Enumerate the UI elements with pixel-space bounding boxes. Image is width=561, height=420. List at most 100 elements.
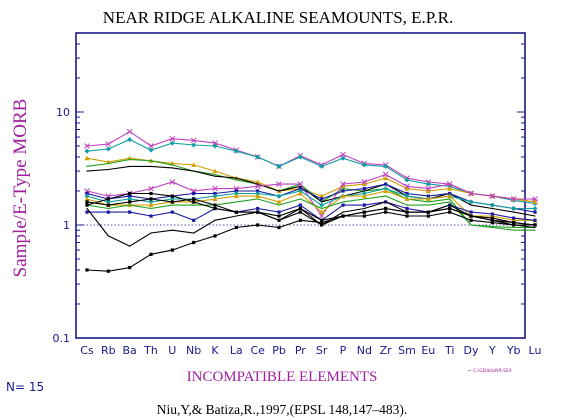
x-tick-label: P <box>340 344 347 357</box>
data-point <box>107 162 109 165</box>
data-point <box>128 194 132 198</box>
data-point <box>193 204 195 206</box>
data-point <box>85 200 89 204</box>
data-point <box>512 223 516 227</box>
data-point <box>405 191 409 196</box>
data-point <box>361 190 367 196</box>
data-point <box>212 140 218 146</box>
data-point <box>512 216 516 220</box>
data-point <box>341 203 345 207</box>
data-point <box>255 154 261 160</box>
data-point <box>319 193 325 199</box>
data-point <box>299 185 301 187</box>
data-point <box>257 198 259 200</box>
data-point <box>169 135 176 142</box>
data-point <box>169 140 175 146</box>
data-point <box>255 179 261 185</box>
y-axis-label: Sample/E-Type MORB <box>10 99 31 278</box>
data-point <box>342 187 344 190</box>
data-point <box>382 171 389 178</box>
data-point <box>534 226 536 229</box>
data-point <box>297 190 303 196</box>
data-point <box>171 164 173 166</box>
data-point <box>468 190 474 197</box>
series-4 <box>86 158 536 231</box>
data-point <box>191 162 197 167</box>
plot-frame <box>75 32 526 339</box>
data-point <box>235 177 237 179</box>
data-point <box>105 146 111 152</box>
series-5 <box>86 165 536 217</box>
data-point <box>321 201 323 203</box>
series-line <box>86 201 536 247</box>
data-point <box>513 226 515 229</box>
data-point <box>85 210 89 214</box>
data-point <box>86 170 88 172</box>
series-line <box>86 173 535 217</box>
data-point <box>127 137 133 143</box>
series-6 <box>84 171 538 219</box>
data-point <box>106 197 110 201</box>
data-point <box>361 162 367 168</box>
data-point <box>190 188 197 194</box>
x-tick-label: Dy <box>464 344 479 357</box>
data-point <box>84 148 90 154</box>
x-tick-label: Nb <box>186 344 201 357</box>
data-point <box>84 143 90 149</box>
data-point <box>150 160 152 162</box>
data-point <box>532 196 538 202</box>
data-point <box>170 210 174 214</box>
data-point <box>534 215 536 217</box>
data-point <box>129 204 131 206</box>
chart-title: NEAR RIDGE ALKALINE SEAMOUNTS, E.P.R. <box>103 8 453 27</box>
data-point <box>491 226 493 229</box>
data-point <box>212 193 218 199</box>
data-point <box>191 142 197 148</box>
data-point <box>150 232 152 234</box>
data-point <box>105 193 112 200</box>
data-point <box>128 191 132 196</box>
data-point <box>128 200 132 204</box>
data-point <box>447 186 453 191</box>
data-point <box>511 205 517 211</box>
data-point <box>405 214 409 218</box>
data-point <box>214 173 216 176</box>
data-point <box>213 206 217 211</box>
data-point <box>107 207 109 210</box>
data-point <box>340 151 346 158</box>
data-point <box>361 179 368 185</box>
data-point <box>235 201 237 203</box>
data-point <box>234 225 238 230</box>
data-point <box>490 212 494 216</box>
data-point <box>128 265 132 270</box>
series-line <box>86 190 535 221</box>
file-note: ← C:\GData\NR-SEA <box>468 368 513 374</box>
data-point <box>361 181 367 187</box>
data-point <box>427 201 429 203</box>
data-point <box>384 206 388 211</box>
data-point <box>340 183 346 189</box>
data-point <box>170 194 174 198</box>
data-point <box>512 220 516 225</box>
data-point <box>362 203 366 207</box>
data-point <box>233 185 240 192</box>
data-point <box>319 209 325 215</box>
series-2 <box>84 137 538 206</box>
data-point <box>255 193 261 199</box>
data-point <box>362 186 366 191</box>
data-point <box>192 191 196 196</box>
data-point <box>298 203 302 207</box>
data-point <box>468 199 474 205</box>
data-point <box>532 205 538 211</box>
data-point <box>277 225 281 230</box>
data-point <box>513 229 515 231</box>
data-point <box>404 193 410 199</box>
data-point <box>126 128 133 135</box>
data-point <box>404 183 410 190</box>
series-line <box>86 198 535 226</box>
data-point <box>489 193 496 200</box>
data-point <box>129 158 131 161</box>
x-tick-label: Y <box>488 344 496 357</box>
data-point <box>150 207 152 210</box>
